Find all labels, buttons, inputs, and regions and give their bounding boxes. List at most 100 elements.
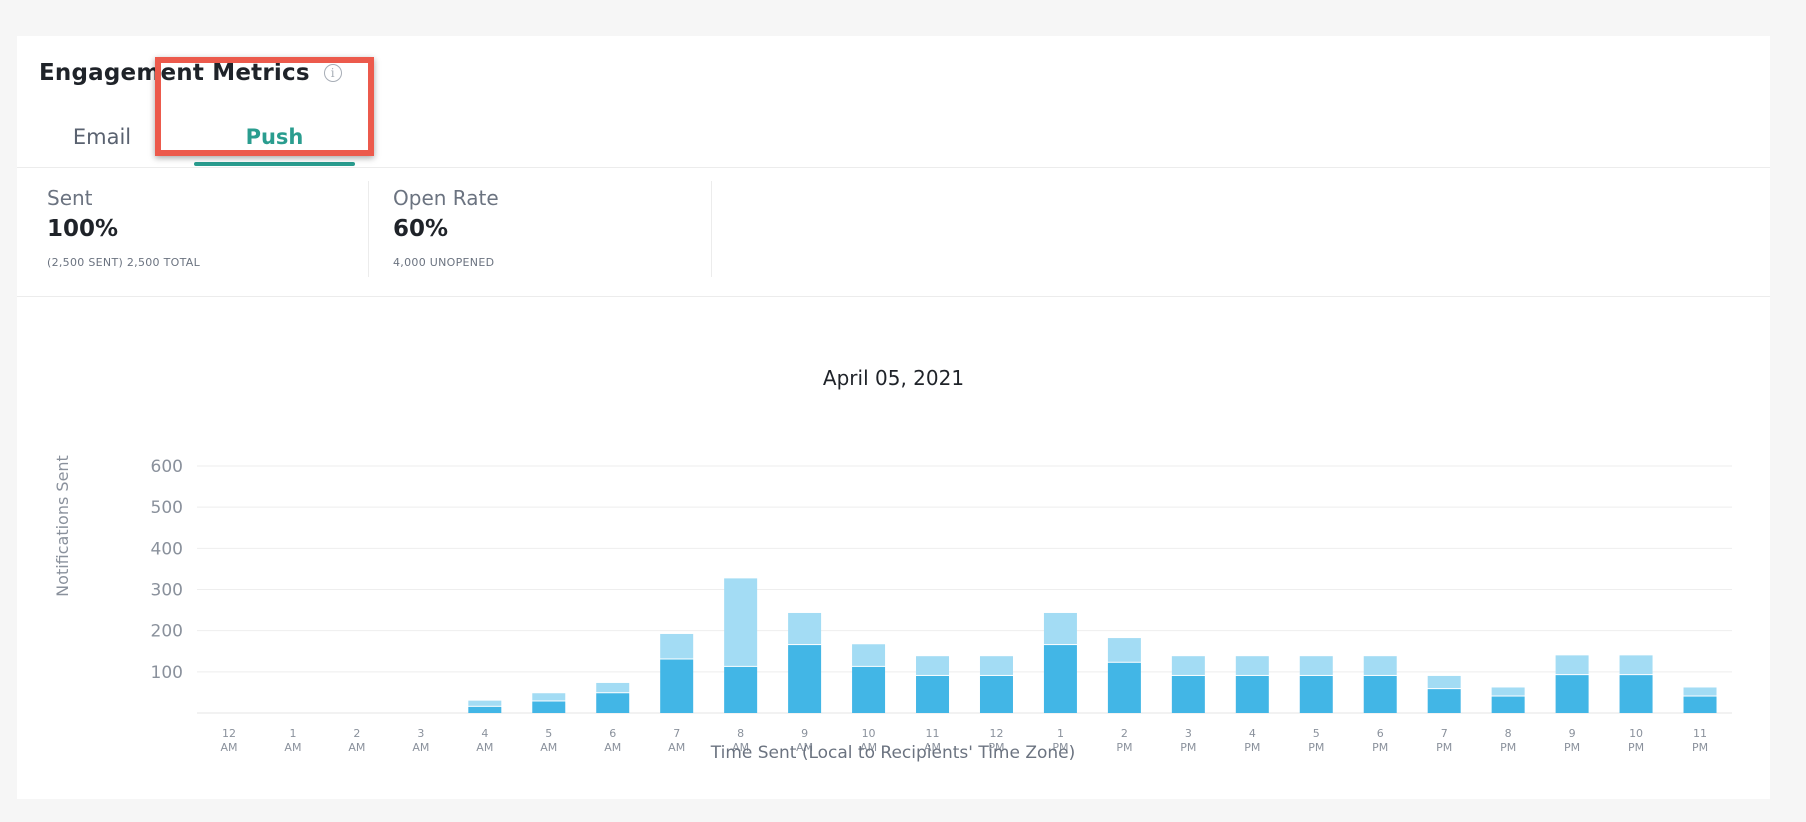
bar-segment-opened: [1171, 675, 1205, 713]
bar-segment-unopened: [1491, 687, 1525, 696]
x-tick-label: AM: [284, 741, 301, 754]
bar-segment-unopened: [1363, 656, 1397, 675]
x-tick-label: 4: [1249, 727, 1256, 740]
bar-segment-opened: [1299, 675, 1333, 713]
x-axis-label: Time Sent (Local to Recipients' Time Zon…: [710, 743, 1076, 763]
bar-segment-opened: [532, 701, 566, 713]
bar-segment-opened: [1619, 675, 1653, 713]
x-tick-label: 12: [222, 727, 236, 740]
x-tick-label: PM: [1180, 741, 1196, 754]
engagement-metrics-card: Engagement Metrics i Email Push Sent 100…: [17, 36, 1770, 799]
y-tick-label: 300: [151, 581, 183, 601]
x-tick-label: PM: [1308, 741, 1324, 754]
x-tick-label: AM: [924, 741, 941, 754]
bar-segment-unopened: [852, 644, 886, 666]
y-tick-label: 600: [151, 457, 183, 477]
x-tick-label: AM: [732, 741, 749, 754]
x-tick-label: PM: [1116, 741, 1132, 754]
bar-segment-unopened: [1427, 675, 1461, 689]
bar-segment-opened: [979, 675, 1013, 713]
y-tick-label: 100: [151, 663, 183, 683]
bar-segment-opened: [724, 666, 758, 713]
bar-segment-unopened: [1555, 655, 1589, 675]
x-tick-label: 2: [353, 727, 360, 740]
x-tick-label: 3: [417, 727, 424, 740]
x-tick-label: AM: [220, 741, 237, 754]
x-tick-label: 10: [862, 727, 876, 740]
y-tick-label: 400: [151, 539, 183, 559]
bar-segment-unopened: [532, 693, 566, 701]
metric-value: 60%: [393, 216, 449, 242]
x-tick-label: AM: [348, 741, 365, 754]
title-row: Engagement Metrics i: [39, 60, 342, 86]
x-tick-label: PM: [1244, 741, 1260, 754]
y-axis-label: Notifications Sent: [53, 455, 72, 597]
metric-label: Sent: [47, 186, 93, 210]
x-tick-label: 12: [989, 727, 1003, 740]
metric-sub: (2,500 SENT) 2,500 TOTAL: [47, 256, 201, 269]
x-tick-label: PM: [1564, 741, 1580, 754]
x-tick-label: 5: [1313, 727, 1320, 740]
bar-segment-unopened: [724, 578, 758, 666]
bar-segment-opened: [1491, 696, 1525, 713]
bar-segment-opened: [660, 659, 694, 713]
chart-title: April 05, 2021: [822, 366, 965, 390]
x-tick-label: PM: [1628, 741, 1644, 754]
bar-segment-unopened: [979, 656, 1013, 675]
x-tick-label: 8: [737, 727, 744, 740]
tab-push-label: Push: [245, 125, 304, 149]
bar-segment-opened: [468, 706, 502, 713]
bar-segment-opened: [852, 666, 886, 713]
bar-segment-unopened: [1043, 612, 1077, 645]
bar-segment-unopened: [1171, 656, 1205, 675]
bar-segment-opened: [596, 693, 630, 713]
tabs-divider: [17, 167, 1770, 168]
x-tick-label: 6: [609, 727, 616, 740]
x-tick-label: 2: [1121, 727, 1128, 740]
bar-segment-opened: [916, 675, 950, 713]
bar-segment-unopened: [468, 700, 502, 706]
bar-segment-opened: [1427, 689, 1461, 713]
x-tick-label: 11: [1693, 727, 1707, 740]
tab-push[interactable]: Push: [192, 120, 357, 170]
x-tick-label: PM: [1372, 741, 1388, 754]
bar-segment-unopened: [1299, 656, 1333, 675]
x-tick-label: 7: [1441, 727, 1448, 740]
bar-segment-unopened: [660, 633, 694, 659]
x-tick-label: 4: [481, 727, 488, 740]
x-tick-label: AM: [412, 741, 429, 754]
x-tick-label: AM: [668, 741, 685, 754]
y-tick-label: 500: [151, 498, 183, 518]
x-tick-label: PM: [988, 741, 1004, 754]
x-tick-label: AM: [540, 741, 557, 754]
bar-segment-unopened: [1683, 687, 1717, 696]
active-tab-underline: [194, 162, 355, 166]
channel-tabs: Email Push: [17, 120, 417, 170]
x-tick-label: 9: [1569, 727, 1576, 740]
bar-segment-opened: [1235, 675, 1269, 713]
x-tick-label: 1: [289, 727, 296, 740]
bar-segment-opened: [1683, 696, 1717, 713]
metric-open-rate: Open Rate 60% 4,000 UNOPENED: [393, 186, 499, 269]
x-tick-label: PM: [1436, 741, 1452, 754]
bar-segment-opened: [1555, 675, 1589, 713]
x-tick-label: PM: [1500, 741, 1516, 754]
info-icon[interactable]: i: [323, 64, 342, 82]
bar-segment-opened: [1363, 675, 1397, 713]
bar-segment-opened: [1107, 662, 1141, 713]
bar-segment-unopened: [1235, 656, 1269, 675]
page-title: Engagement Metrics: [39, 60, 310, 86]
bar-segment-unopened: [916, 656, 950, 675]
metric-label: Open Rate: [393, 186, 499, 210]
bar-segment-unopened: [1107, 638, 1141, 662]
x-tick-label: PM: [1052, 741, 1068, 754]
x-tick-label: 7: [673, 727, 680, 740]
metric-separator: [368, 181, 369, 277]
x-tick-label: 10: [1629, 727, 1643, 740]
bar-segment-unopened: [1619, 655, 1653, 675]
x-tick-label: 9: [801, 727, 808, 740]
chart-area: April 05, 2021 100 200 300 400 500 600 12 AM 1 AM…: [17, 336, 1770, 796]
x-tick-label: 1: [1057, 727, 1064, 740]
x-tick-label: AM: [796, 741, 813, 754]
tab-email[interactable]: Email: [72, 125, 132, 149]
